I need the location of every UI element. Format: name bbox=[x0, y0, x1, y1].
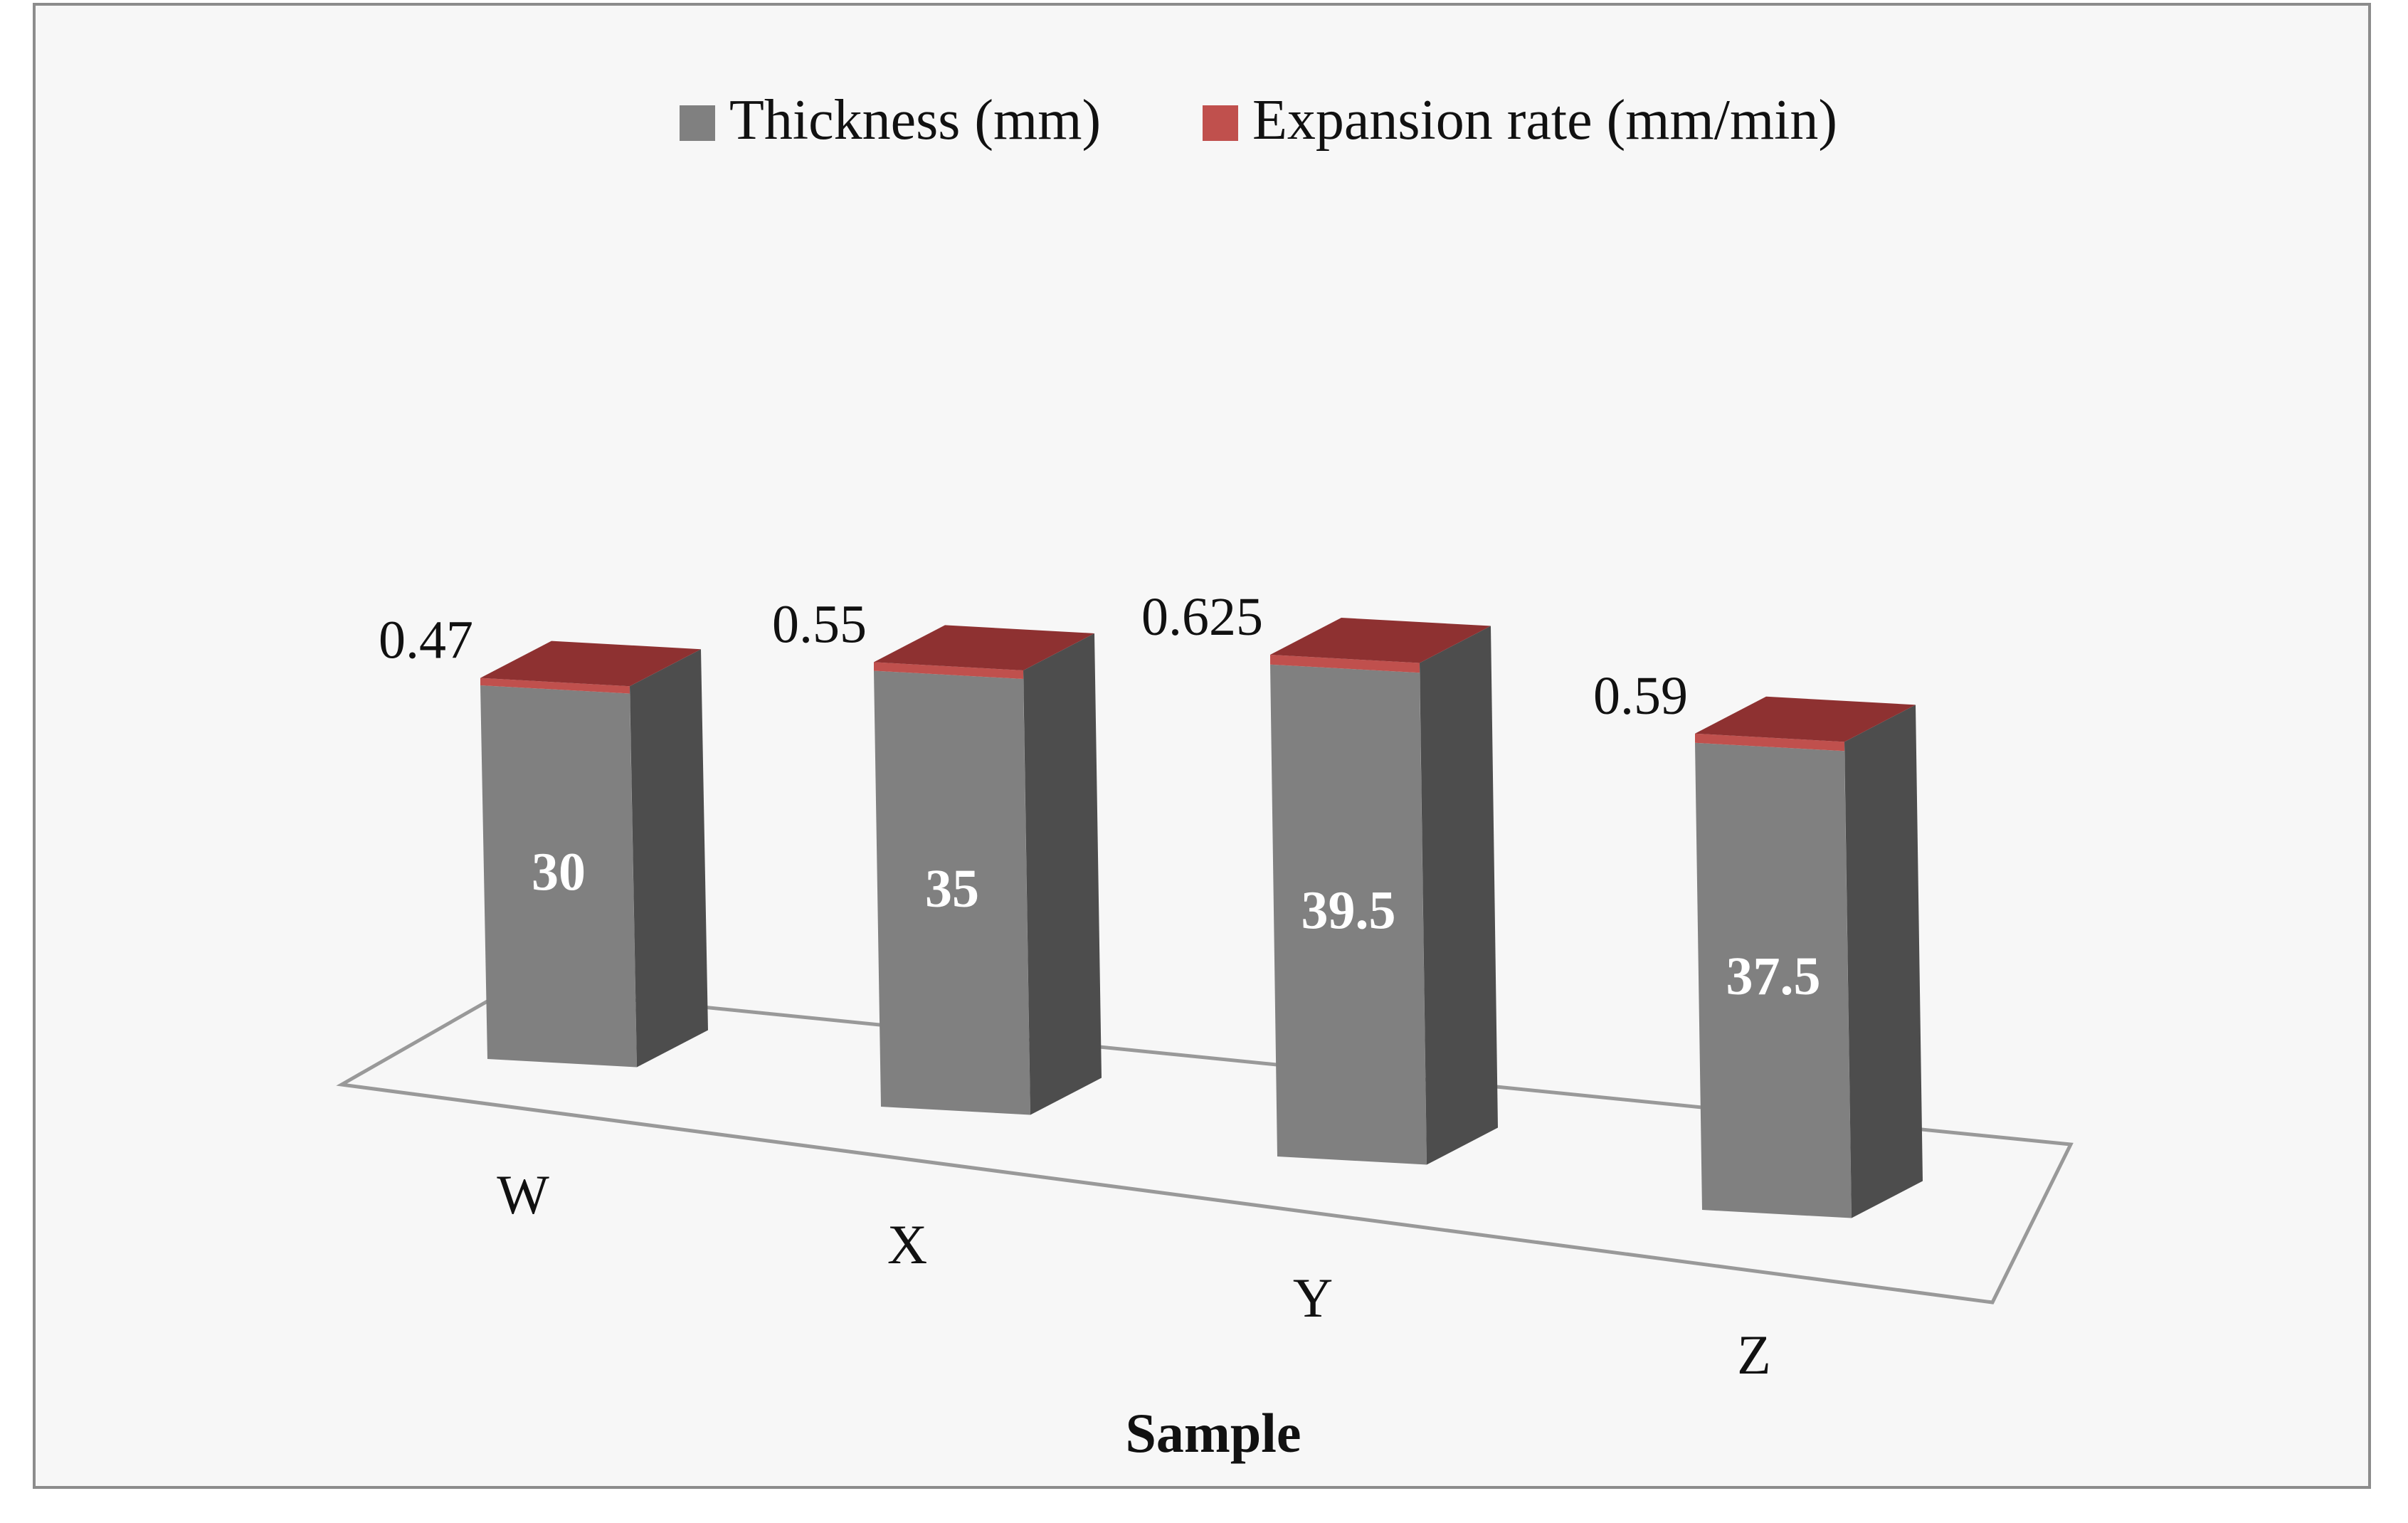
label-thickness-Z: 37.5 bbox=[1726, 947, 1821, 1006]
bar-thickness-Z bbox=[1695, 742, 1852, 1218]
bar-thickness-Y bbox=[1270, 664, 1427, 1165]
label-thickness-Y: 39.5 bbox=[1301, 880, 1396, 940]
bar-side-Z bbox=[1844, 705, 1923, 1218]
bar-side-X bbox=[1023, 633, 1102, 1115]
legend-swatch-thickness bbox=[680, 105, 715, 141]
label-thickness-X: 35 bbox=[925, 859, 979, 919]
category-label-Z: Z bbox=[1737, 1324, 1771, 1386]
legend-swatch-expansion bbox=[1203, 105, 1238, 141]
bars bbox=[480, 618, 1923, 1218]
legend-label-expansion: Expansion rate (mm/min) bbox=[1252, 89, 1837, 152]
category-label-W: W bbox=[497, 1164, 549, 1226]
bar-rate-Z bbox=[1695, 733, 1844, 752]
category-label-Y: Y bbox=[1293, 1267, 1333, 1329]
legend: Thickness (mm) Expansion rate (mm/min) bbox=[680, 89, 1837, 152]
bar-top-X bbox=[874, 625, 1094, 670]
label-thickness-W: 30 bbox=[532, 843, 586, 902]
bar-thickness-W bbox=[480, 685, 637, 1068]
label-rate-X: 0.55 bbox=[772, 594, 867, 654]
labels: 30 0.47 W 35 0.55 X 39.5 0.625 Y 37.5 0.59 Z bbox=[379, 587, 1821, 1386]
bar-rate-W bbox=[480, 678, 630, 694]
bar-top-W bbox=[480, 641, 701, 687]
bar-thickness-X bbox=[874, 670, 1030, 1115]
label-rate-Z: 0.59 bbox=[1593, 666, 1688, 726]
label-rate-Y: 0.625 bbox=[1141, 587, 1263, 647]
bar-top-Z bbox=[1695, 696, 1916, 742]
x-axis-title: Sample bbox=[1125, 1402, 1301, 1464]
bar-rate-Y bbox=[1270, 655, 1420, 673]
bar-side-Y bbox=[1420, 626, 1498, 1165]
chart-frame bbox=[33, 3, 2371, 1489]
bar-top-Y bbox=[1270, 618, 1491, 663]
label-rate-W: 0.47 bbox=[379, 611, 473, 670]
chart-floor bbox=[336, 986, 2074, 1305]
legend-label-thickness: Thickness (mm) bbox=[729, 89, 1101, 152]
bar-rate-X bbox=[874, 662, 1023, 680]
bar-side-W bbox=[630, 649, 708, 1068]
category-label-X: X bbox=[887, 1213, 927, 1275]
